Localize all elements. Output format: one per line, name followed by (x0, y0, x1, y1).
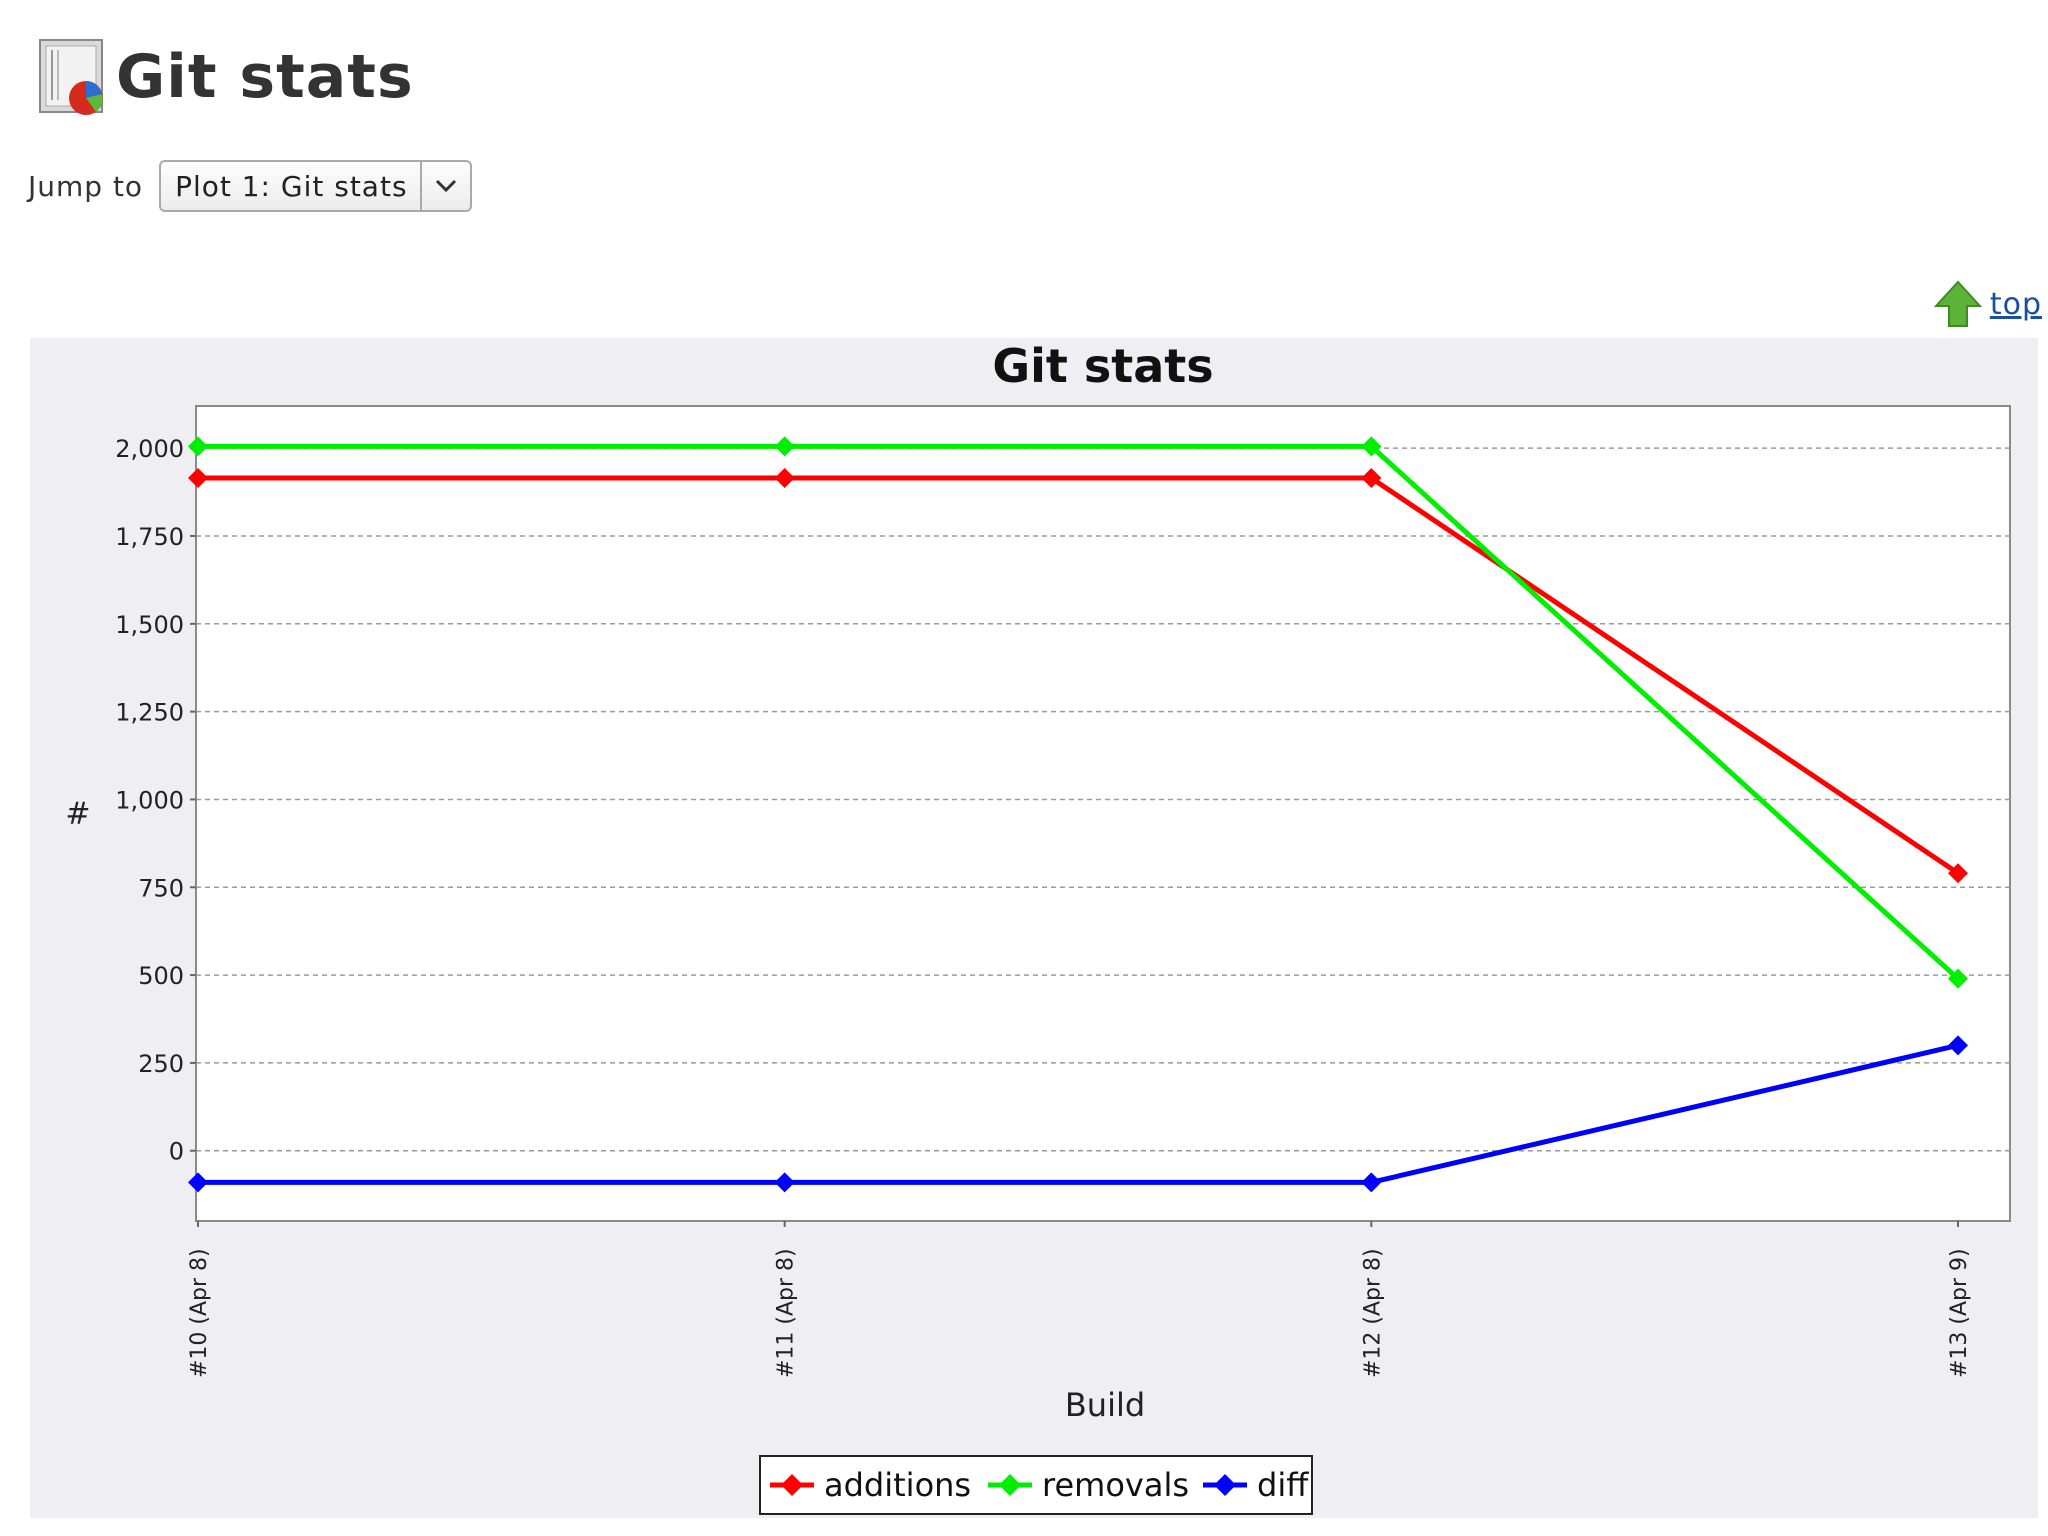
legend-swatch-marker (999, 1474, 1021, 1496)
x-tick-label: #12 (Apr 8) (1360, 1248, 1385, 1378)
x-tick-label: #10 (Apr 8) (187, 1248, 212, 1378)
page-header: Git stats (38, 38, 414, 116)
plot-select-dropdown[interactable]: Plot 1: Git stats (159, 160, 472, 212)
y-tick-label: 1,500 (115, 611, 184, 639)
series-line-additions (198, 475, 1960, 876)
legend-label: diff (1257, 1466, 1309, 1504)
top-link-wrap[interactable]: top (1933, 280, 2042, 328)
y-tick-label: 0 (169, 1138, 184, 1166)
y-tick-label: 1,750 (115, 523, 184, 551)
up-arrow-icon[interactable] (1933, 280, 1982, 328)
plot-chart-icon (39, 39, 103, 115)
page-title: Git stats (116, 42, 414, 112)
y-tick-label: 500 (138, 962, 184, 990)
top-link[interactable]: top (1989, 286, 2042, 322)
data-point-additions (774, 468, 795, 489)
y-axis-label: # (65, 797, 90, 832)
plot-select-value: Plot 1: Git stats (175, 169, 408, 203)
plot-area (195, 405, 2011, 1222)
x-tick-label: #11 (Apr 8) (774, 1248, 799, 1378)
series-line-removals (198, 443, 1960, 981)
data-point-additions (188, 468, 208, 489)
legend-swatch-marker (1214, 1474, 1236, 1496)
x-axis-label: Build (1065, 1386, 1145, 1424)
x-tick-label: #13 (Apr 9) (1947, 1248, 1972, 1378)
jump-to-label: Jump to (28, 169, 144, 203)
legend-label: additions (824, 1466, 971, 1504)
data-point-additions (1361, 468, 1382, 489)
y-tick-label: 2,000 (115, 435, 184, 463)
y-tick-label: 1,250 (115, 699, 184, 727)
jump-to-row: Jump to Plot 1: Git stats (28, 160, 472, 212)
data-point-diff (1948, 1035, 1968, 1056)
chart-svg: Git stats 0 250 500 750 1,000 1,250 1,500 1,750 2… (65, 339, 2011, 1515)
y-tick-label: 750 (138, 874, 184, 902)
series-line-diff (198, 1042, 1959, 1185)
data-point-diff (188, 1172, 208, 1193)
legend-swatch-marker (781, 1474, 803, 1496)
data-point-diff (774, 1172, 795, 1193)
legend-label: removals (1042, 1466, 1189, 1504)
data-point-removals (774, 436, 795, 457)
data-point-removals (1361, 436, 1382, 457)
data-point-additions (1948, 863, 1968, 884)
y-tick-label: 1,000 (115, 786, 184, 814)
chart-panel: Git stats 0 250 500 750 1,000 1,250 1,500 1,750 2… (30, 338, 2038, 1518)
chevron-down-icon[interactable] (419, 162, 470, 210)
data-point-removals (188, 436, 208, 457)
data-point-removals (1948, 968, 1968, 989)
chart-title: Git stats (992, 339, 1213, 393)
y-tick-label: 250 (138, 1050, 184, 1078)
data-point-diff (1361, 1172, 1382, 1193)
